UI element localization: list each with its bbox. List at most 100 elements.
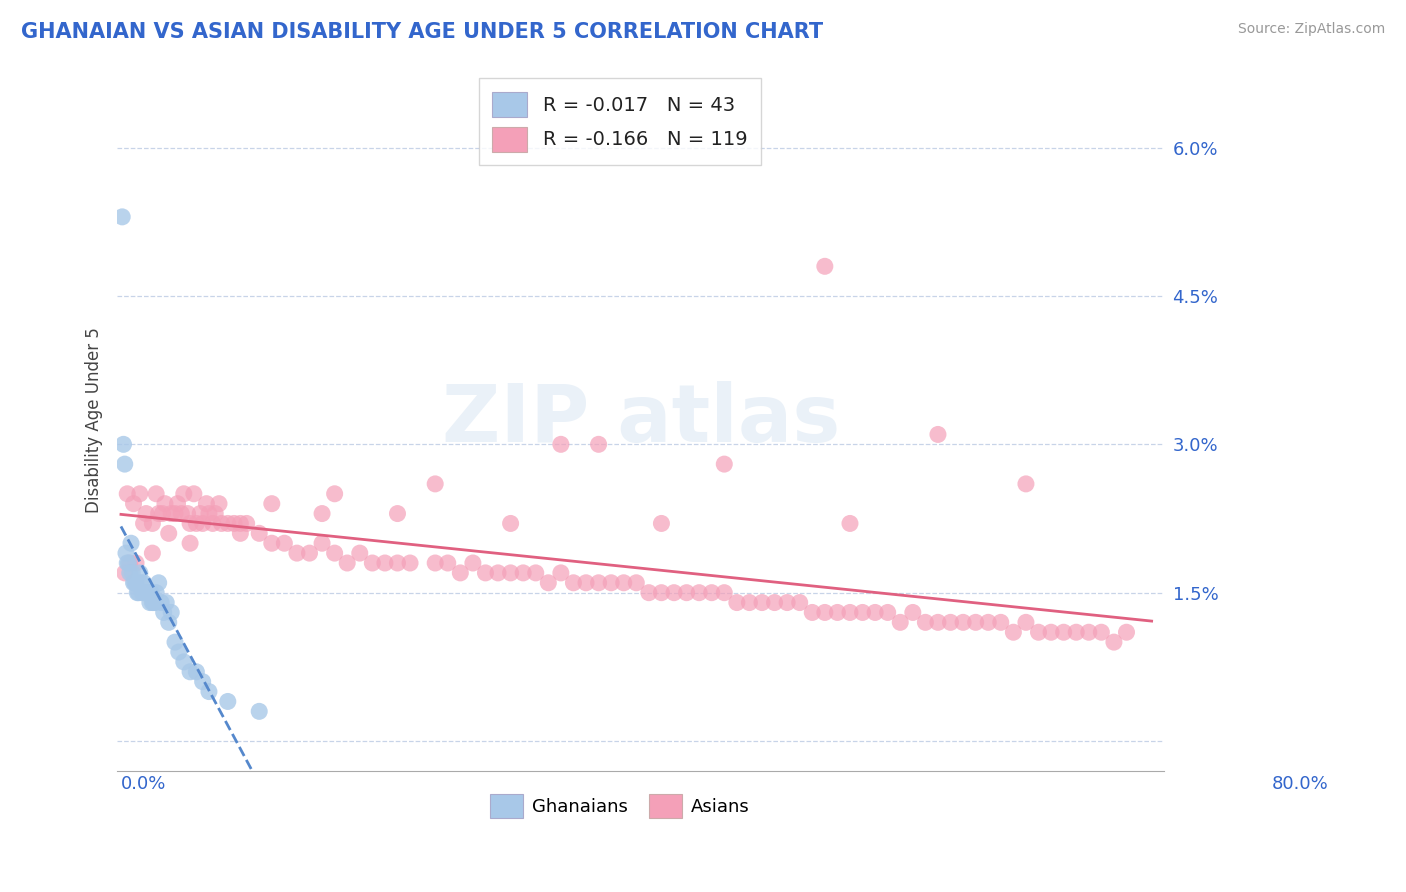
- Point: [524, 566, 547, 580]
- Point: [449, 566, 471, 580]
- Point: [374, 556, 396, 570]
- Point: [600, 575, 623, 590]
- Point: [474, 566, 496, 580]
- Point: [650, 516, 672, 531]
- Point: [141, 596, 163, 610]
- Text: GHANAIAN VS ASIAN DISABILITY AGE UNDER 5 CORRELATION CHART: GHANAIAN VS ASIAN DISABILITY AGE UNDER 5…: [21, 22, 824, 42]
- Point: [839, 516, 862, 531]
- Point: [901, 606, 924, 620]
- Point: [179, 516, 201, 531]
- Point: [1028, 625, 1050, 640]
- Point: [173, 655, 195, 669]
- Text: Source: ZipAtlas.com: Source: ZipAtlas.com: [1237, 22, 1385, 37]
- Point: [148, 575, 170, 590]
- Point: [211, 516, 233, 531]
- Point: [952, 615, 974, 630]
- Point: [247, 526, 270, 541]
- Point: [814, 606, 837, 620]
- Point: [141, 546, 163, 560]
- Point: [273, 536, 295, 550]
- Point: [1064, 625, 1087, 640]
- Text: ZIP atlas: ZIP atlas: [441, 381, 839, 458]
- Point: [217, 516, 239, 531]
- Point: [1090, 625, 1112, 640]
- Point: [150, 596, 173, 610]
- Point: [425, 476, 447, 491]
- Point: [122, 497, 145, 511]
- Point: [179, 665, 201, 679]
- Point: [486, 566, 509, 580]
- Point: [1053, 625, 1076, 640]
- Point: [851, 606, 873, 620]
- Point: [839, 606, 862, 620]
- Point: [1015, 476, 1038, 491]
- Point: [204, 507, 226, 521]
- Point: [124, 575, 146, 590]
- Point: [163, 507, 186, 521]
- Point: [166, 497, 188, 511]
- Point: [148, 507, 170, 521]
- Point: [143, 596, 166, 610]
- Point: [425, 556, 447, 570]
- Point: [939, 615, 962, 630]
- Point: [139, 585, 162, 599]
- Point: [131, 585, 153, 599]
- Point: [1015, 615, 1038, 630]
- Point: [575, 575, 598, 590]
- Point: [167, 645, 190, 659]
- Point: [285, 546, 308, 560]
- Point: [191, 516, 214, 531]
- Point: [588, 575, 610, 590]
- Point: [132, 516, 155, 531]
- Point: [927, 427, 949, 442]
- Point: [157, 526, 180, 541]
- Point: [201, 516, 224, 531]
- Point: [550, 566, 572, 580]
- Point: [145, 585, 167, 599]
- Point: [688, 585, 710, 599]
- Point: [801, 606, 824, 620]
- Point: [776, 596, 799, 610]
- Point: [118, 556, 141, 570]
- Point: [217, 694, 239, 708]
- Point: [153, 497, 176, 511]
- Point: [713, 585, 735, 599]
- Point: [626, 575, 648, 590]
- Point: [127, 585, 149, 599]
- Point: [142, 596, 165, 610]
- Point: [387, 556, 409, 570]
- Text: 80.0%: 80.0%: [1271, 775, 1329, 793]
- Point: [129, 575, 152, 590]
- Point: [160, 606, 183, 620]
- Point: [588, 437, 610, 451]
- Point: [613, 575, 636, 590]
- Point: [1002, 625, 1025, 640]
- Point: [889, 615, 911, 630]
- Point: [436, 556, 458, 570]
- Point: [550, 437, 572, 451]
- Point: [725, 596, 748, 610]
- Point: [965, 615, 987, 630]
- Point: [163, 635, 186, 649]
- Point: [461, 556, 484, 570]
- Point: [191, 674, 214, 689]
- Point: [387, 507, 409, 521]
- Point: [311, 507, 333, 521]
- Legend: Ghanaians, Asians: Ghanaians, Asians: [482, 788, 756, 825]
- Point: [361, 556, 384, 570]
- Y-axis label: Disability Age Under 5: Disability Age Under 5: [86, 326, 103, 513]
- Point: [135, 585, 157, 599]
- Point: [138, 585, 160, 599]
- Point: [512, 566, 534, 580]
- Point: [323, 546, 346, 560]
- Point: [183, 487, 205, 501]
- Point: [499, 566, 522, 580]
- Point: [562, 575, 585, 590]
- Point: [160, 507, 183, 521]
- Point: [814, 260, 837, 274]
- Point: [114, 566, 136, 580]
- Point: [122, 575, 145, 590]
- Point: [827, 606, 849, 620]
- Point: [120, 536, 142, 550]
- Point: [195, 497, 218, 511]
